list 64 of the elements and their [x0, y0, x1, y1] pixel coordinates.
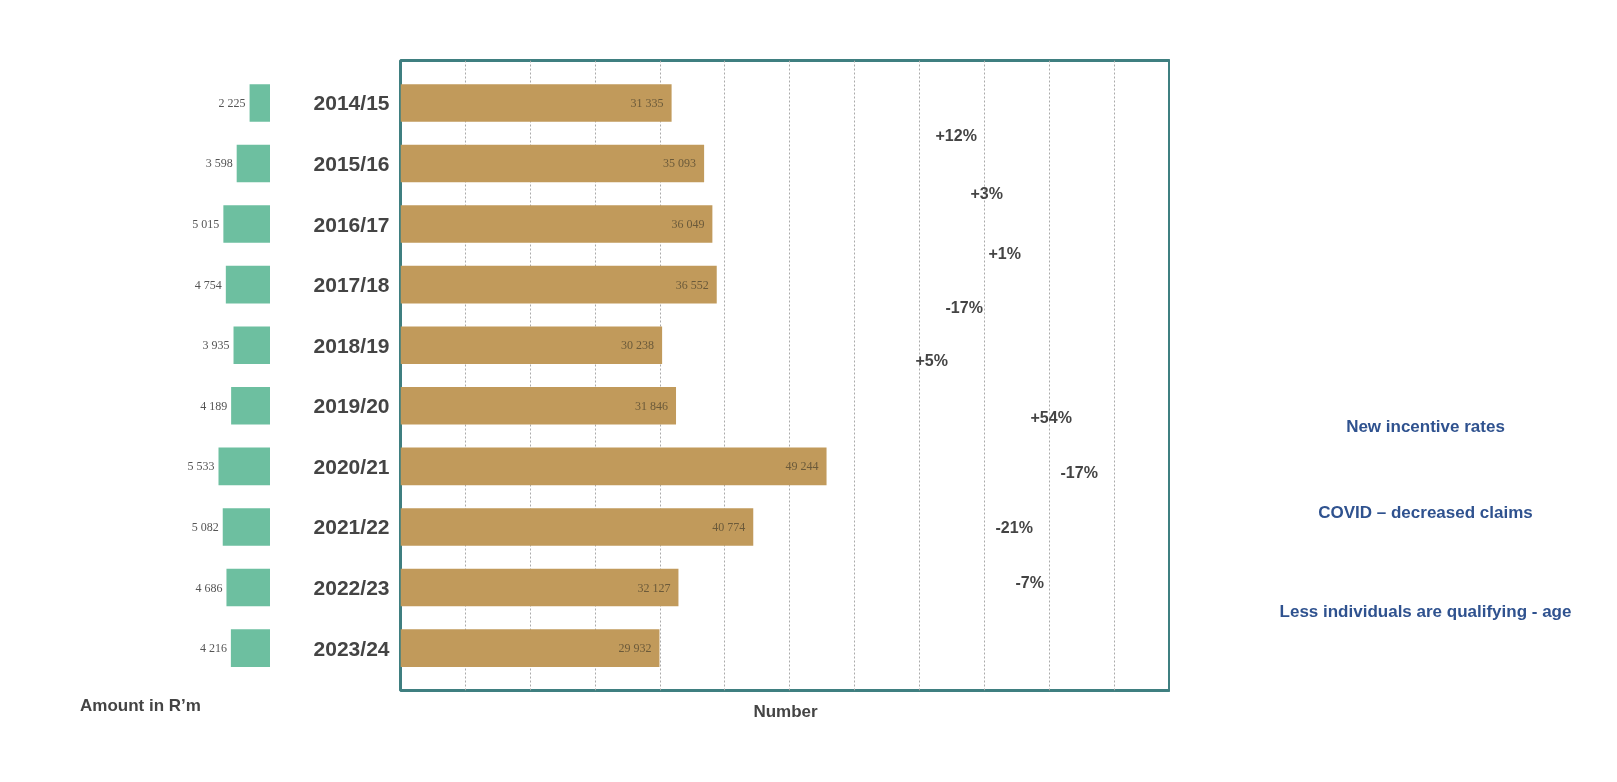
- bar: [400, 568, 679, 607]
- y-tick-label: 2014/15: [313, 91, 390, 115]
- bar: [400, 84, 672, 122]
- bar: [400, 205, 713, 243]
- data-label: 40 774: [712, 519, 746, 534]
- annotation: +3%: [970, 185, 1003, 202]
- bar: [400, 387, 677, 425]
- bar: [400, 265, 717, 304]
- data-label: 4 754: [194, 277, 222, 292]
- annotation: +12%: [935, 127, 977, 144]
- y-tick-label: 2019/20: [313, 394, 390, 418]
- data-label: 4 189: [200, 398, 228, 413]
- bar: [223, 205, 270, 243]
- data-label: 31 335: [630, 95, 664, 110]
- bar: [218, 447, 270, 486]
- bar: [249, 84, 270, 122]
- data-label: 49 244: [785, 459, 819, 474]
- bar: [400, 144, 705, 183]
- annotation: -21%: [995, 519, 1033, 536]
- bar: [231, 387, 270, 425]
- bar: [400, 629, 660, 667]
- data-label: 31 846: [635, 398, 669, 413]
- annotation: +54%: [1030, 409, 1072, 426]
- bar: [400, 508, 754, 546]
- data-label: 5 533: [187, 459, 215, 474]
- annotation: +1%: [988, 245, 1021, 262]
- data-label: 30 238: [621, 338, 655, 353]
- text: New incentive rates: [1346, 417, 1505, 437]
- bar: [400, 447, 827, 486]
- y-tick-label: 2016/17: [313, 212, 390, 236]
- annotation: -17%: [945, 299, 983, 316]
- data-label: 36 049: [671, 217, 705, 232]
- data-label: 3 598: [205, 156, 233, 171]
- bar: [400, 326, 663, 364]
- bar: [236, 144, 270, 183]
- y-tick-label: 2021/22: [313, 515, 390, 539]
- x-axis-title: Number: [753, 701, 818, 721]
- data-label: 5 082: [191, 519, 219, 534]
- text: Less individuals are qualifying - age: [1279, 602, 1572, 622]
- y-tick-label: 2020/21: [313, 454, 390, 478]
- data-label: 35 093: [663, 156, 697, 171]
- bar: [226, 568, 270, 607]
- bar: [233, 326, 270, 364]
- data-label: 29 932: [618, 641, 652, 656]
- annotation: +5%: [915, 352, 948, 369]
- data-label: 4 216: [199, 641, 227, 656]
- data-label: 3 935: [202, 338, 230, 353]
- annotation: -17%: [1060, 464, 1098, 481]
- x-axis-title: Amount in R’m: [80, 695, 201, 715]
- bar: [230, 629, 270, 667]
- y-tick-label: 2023/24: [313, 636, 390, 660]
- y-tick-label: 2018/19: [313, 333, 390, 357]
- data-label: 36 552: [675, 277, 709, 292]
- data-label: 32 127: [637, 580, 671, 595]
- y-tick-label: 2017/18: [313, 273, 390, 297]
- y-tick-label: 2015/16: [313, 151, 390, 175]
- y-tick-label: 2022/23: [313, 576, 390, 600]
- data-label: 5 015: [192, 217, 220, 232]
- text: COVID – decreased claims: [1318, 502, 1533, 522]
- data-label: 2 225: [218, 95, 246, 110]
- bar: [225, 265, 270, 304]
- bar: [222, 508, 270, 546]
- annotation: -7%: [1015, 574, 1044, 591]
- data-label: 4 686: [195, 580, 223, 595]
